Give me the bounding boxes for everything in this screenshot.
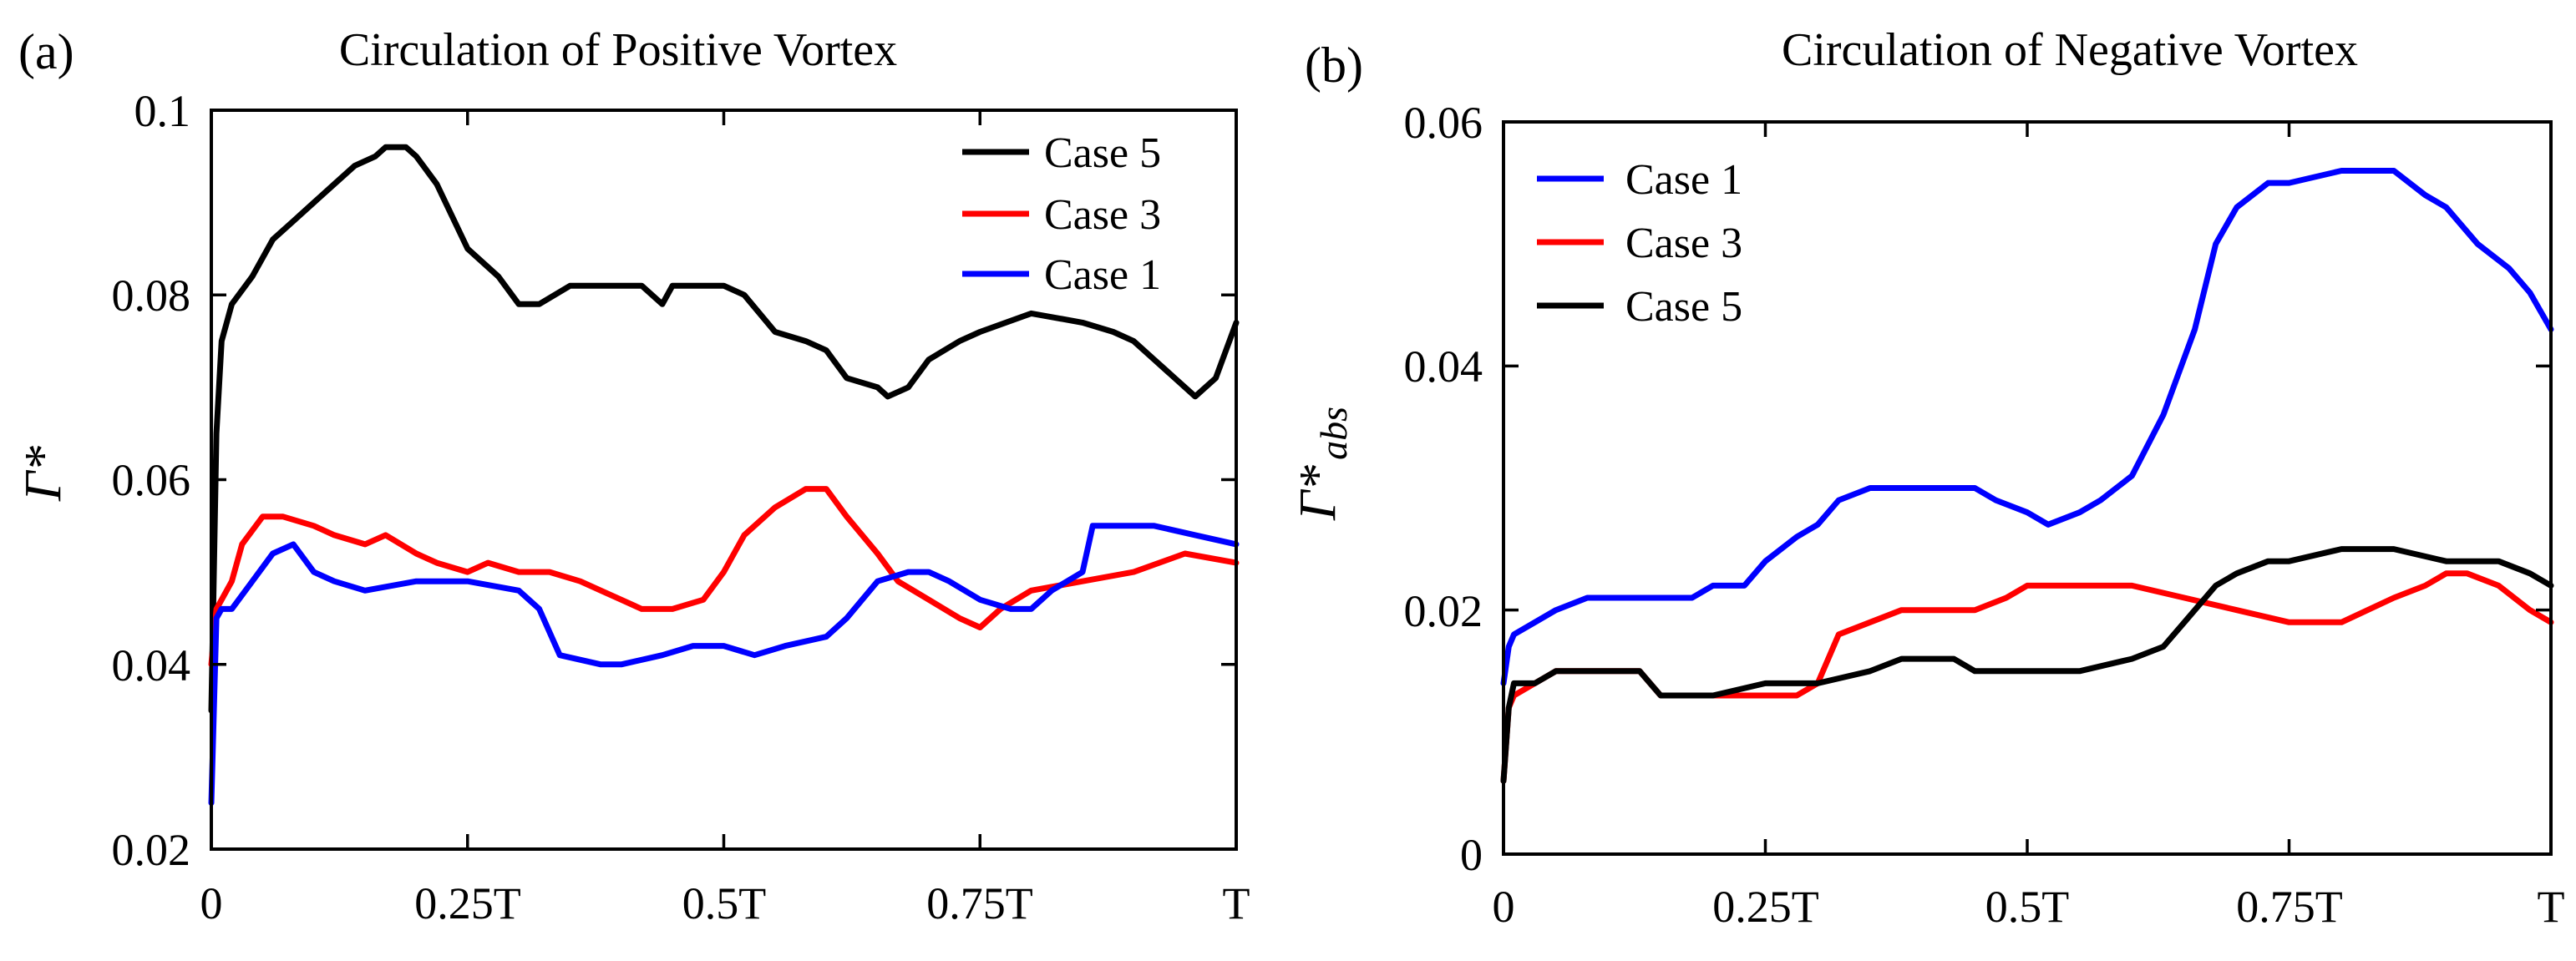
legend-label: Case 5: [1625, 283, 1742, 331]
legend: Case 1 Case 3 Case 5: [1537, 156, 1742, 331]
series-lines: [1500, 168, 2554, 784]
panel-label: (a): [18, 24, 74, 79]
y-axis-label-main: Γ*: [1290, 465, 1346, 521]
legend-label: Case 3: [1044, 191, 1161, 239]
y-tick-label: 0.04: [1404, 341, 1483, 392]
legend-label: Case 1: [1044, 251, 1161, 299]
series-line-case-3: [1500, 570, 2554, 784]
x-tick-label: T: [1223, 878, 1250, 928]
tick-marks: [1502, 120, 2553, 856]
legend: Case 5 Case 3 Case 1: [962, 129, 1161, 299]
legend-label: Case 3: [1625, 220, 1742, 267]
series-lines: [208, 144, 1240, 807]
legend-label: Case 1: [1625, 156, 1742, 204]
chart-title: Circulation of Positive Vortex: [339, 24, 897, 76]
y-axis-label: Γ* abs: [1290, 407, 1355, 521]
panel-positive-vortex: (a) Circulation of Positive Vortex Γ* 0 …: [15, 24, 1250, 928]
y-axis-label-main: Γ*: [15, 446, 72, 502]
x-tick-labels: 0 0.25T 0.5T 0.75T T: [200, 878, 1250, 928]
y-tick-label: 0.08: [112, 271, 191, 321]
x-tick-label: 0.25T: [414, 878, 521, 928]
y-axis-label: Γ*: [15, 446, 72, 502]
series-line-case-1: [1500, 168, 2554, 686]
x-tick-label: 0.75T: [2236, 882, 2343, 932]
x-tick-label: T: [2538, 882, 2565, 932]
series-line-case-5: [1500, 546, 2554, 784]
x-tick-label: 0: [200, 878, 223, 928]
series-line-case-5: [208, 144, 1240, 714]
x-tick-label: 0.25T: [1712, 882, 1819, 932]
y-tick-labels: 0 0.02 0.04 0.06: [1404, 98, 1483, 880]
y-tick-labels: 0.02 0.04 0.06 0.08 0.1: [112, 86, 191, 875]
y-tick-label: 0.02: [112, 825, 191, 875]
series-line-case-1: [208, 523, 1240, 807]
chart-title: Circulation of Negative Vortex: [1782, 24, 2358, 76]
panel-negative-vortex: (b) Circulation of Negative Vortex Γ* abs…: [1290, 24, 2565, 932]
x-tick-labels: 0 0.25T 0.5T 0.75T T: [1493, 882, 2565, 932]
x-tick-label: 0.5T: [682, 878, 767, 928]
y-tick-label: 0.06: [112, 455, 191, 505]
y-tick-label: 0.1: [134, 86, 191, 136]
y-tick-label: 0.02: [1404, 586, 1483, 636]
y-tick-label: 0: [1460, 830, 1483, 880]
y-tick-label: 0.06: [1404, 98, 1483, 148]
x-tick-label: 0: [1493, 882, 1515, 932]
series-line-case-3: [208, 486, 1240, 668]
y-tick-label: 0.04: [112, 640, 191, 690]
x-tick-label: 0.75T: [926, 878, 1033, 928]
panel-label: (b): [1305, 38, 1363, 93]
x-tick-label: 0.5T: [1985, 882, 2070, 932]
legend-label: Case 5: [1044, 129, 1161, 177]
tick-marks: [210, 109, 1238, 851]
y-axis-label-subscript: abs: [1312, 407, 1355, 460]
